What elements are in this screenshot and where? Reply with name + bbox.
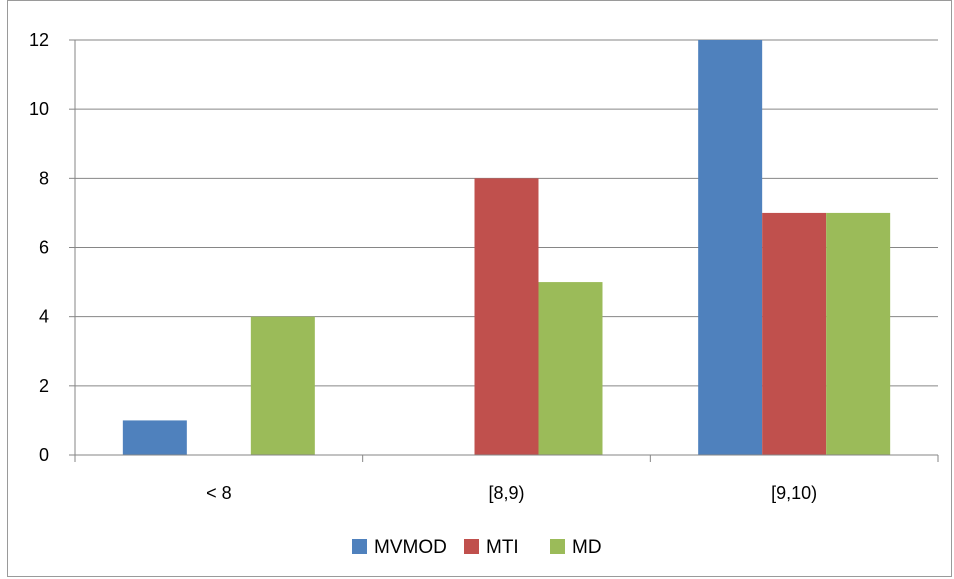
y-tick-label: 8 bbox=[39, 168, 49, 188]
y-tick-label: 12 bbox=[29, 30, 49, 50]
legend-label-mvmod: MVMOD bbox=[374, 537, 447, 558]
bar-md-0 bbox=[250, 316, 315, 455]
legend-swatch-md bbox=[550, 539, 565, 554]
x-ticks bbox=[74, 455, 939, 462]
y-tick-label: 0 bbox=[39, 445, 49, 465]
legend-swatch-mti bbox=[464, 539, 479, 554]
legend: MVMOD MTI MD bbox=[352, 537, 602, 558]
x-tick-label: < 8 bbox=[206, 483, 232, 503]
bar-md-1 bbox=[538, 282, 603, 455]
y-tick-label: 4 bbox=[39, 307, 49, 327]
x-tick-label: [8,9) bbox=[488, 483, 524, 503]
bars bbox=[122, 40, 891, 456]
bar-mti-2 bbox=[762, 212, 827, 455]
x-tick-label: [9,10) bbox=[771, 483, 817, 503]
bar-mvmod-0 bbox=[122, 420, 187, 455]
x-tick-labels: < 8 [8,9) [9,10) bbox=[206, 483, 817, 503]
y-tick-labels: 0 2 4 6 8 10 12 bbox=[29, 30, 49, 465]
legend-label-mti: MTI bbox=[486, 537, 519, 558]
bar-md-2 bbox=[826, 212, 891, 455]
y-tick-label: 2 bbox=[39, 376, 49, 396]
y-tick-label: 6 bbox=[39, 238, 49, 258]
legend-swatch-mvmod bbox=[352, 539, 367, 554]
bar-mti-1 bbox=[474, 178, 539, 456]
axes bbox=[74, 40, 938, 456]
bar-mvmod-2 bbox=[698, 40, 763, 455]
legend-label-md: MD bbox=[572, 537, 602, 558]
y-tick-label: 10 bbox=[29, 99, 49, 119]
